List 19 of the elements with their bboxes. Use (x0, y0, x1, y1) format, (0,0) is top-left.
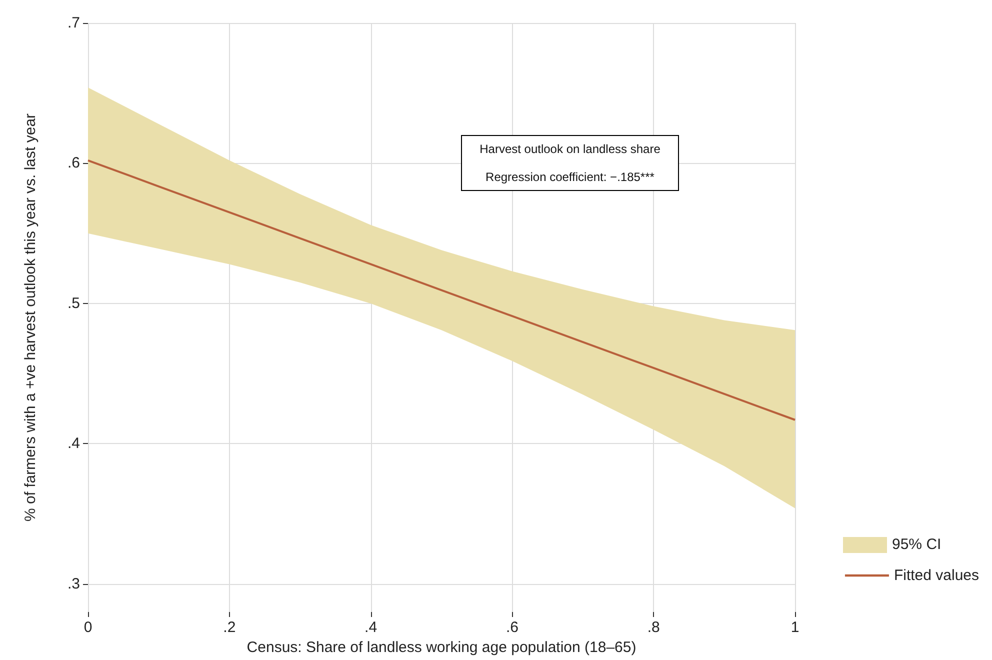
x-tick-label: .8 (647, 619, 660, 636)
y-tick-label: .3 (67, 575, 80, 592)
y-tick-label: .6 (67, 154, 80, 172)
x-tick-label: .2 (223, 619, 236, 636)
text: 95% CI (892, 536, 942, 553)
x-tick-label: 1 (790, 619, 800, 636)
y-tick-label: .4 (67, 435, 80, 452)
x-tick-label: .6 (506, 619, 518, 636)
x-tick-label: 0 (84, 619, 92, 636)
annotation: Regression coefficient: −.185*** (484, 170, 656, 184)
text-box: Harvest outlook on landless share Regression coefficient: −.185*** (461, 135, 679, 191)
line-series (87, 159, 796, 421)
x-axis-title: Census: Share of landless working age population (18–65) (246, 639, 636, 656)
y-tick-label: .7 (67, 14, 80, 32)
y-axis-title: % of farmers with a +ve harvest outlook this year vs. last year (22, 113, 39, 522)
x-tick-label: .4 (364, 619, 378, 636)
legend-label: Fitted values (894, 567, 980, 584)
annotation: Harvest outlook on landless share (478, 142, 662, 156)
y-tick-label: .5 (67, 294, 80, 312)
